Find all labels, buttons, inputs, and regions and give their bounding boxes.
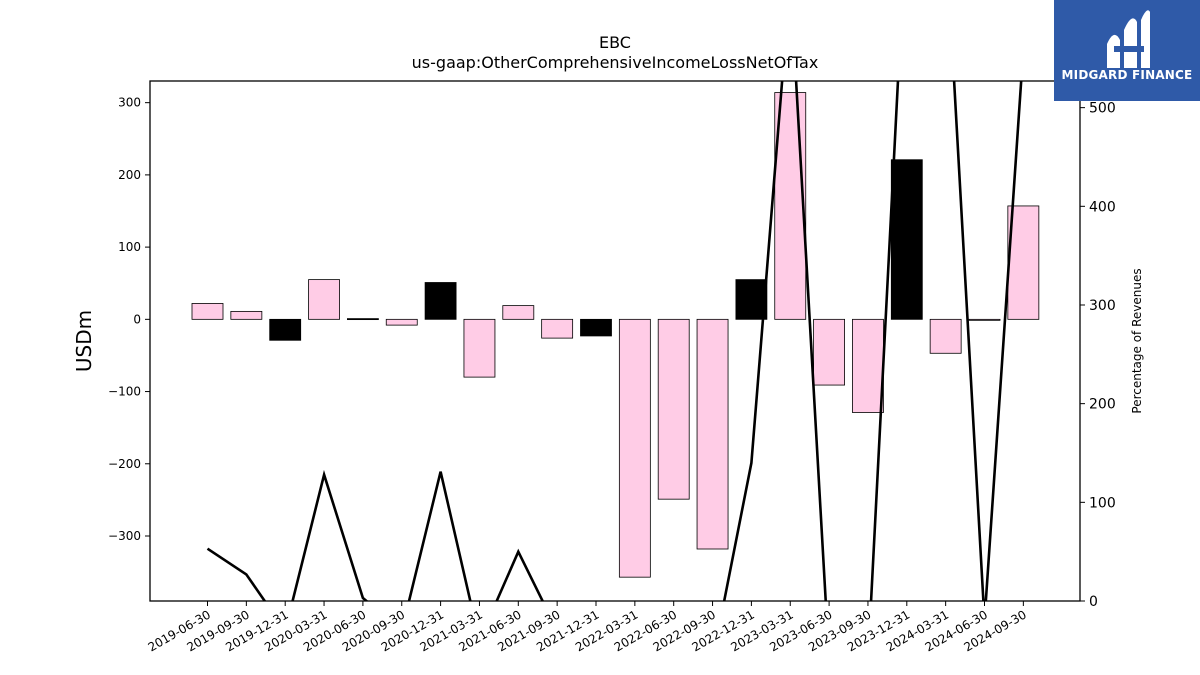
right-tick-label: 500 <box>1089 101 1116 117</box>
revenue-percentage-line-layer <box>206 81 1023 601</box>
bar-2019-06-30 <box>191 303 224 320</box>
bar-2021-03-31 <box>463 318 496 378</box>
right-tick-label: 100 <box>1089 495 1116 511</box>
chart-title: EBC <box>599 33 631 52</box>
left-tick-label: 300 <box>118 96 141 110</box>
bar-2021-06-30 <box>502 305 535 320</box>
right-tick-label: 0 <box>1089 594 1098 610</box>
bar-2024-03-31 <box>929 318 962 354</box>
plot-frame <box>149 80 1081 602</box>
bar-2023-09-30 <box>852 318 884 413</box>
right-tick-label: 300 <box>1089 298 1116 314</box>
left-tick-label: 100 <box>118 240 141 254</box>
right-tick-label: 400 <box>1089 199 1116 215</box>
y-axis-label: USDm <box>72 310 96 372</box>
bar-2020-03-31 <box>308 279 340 320</box>
bar-2020-06-30 <box>346 318 379 321</box>
bar-2022-06-30 <box>657 318 690 500</box>
midgard-logo-icon <box>1107 10 1150 68</box>
midgard-finance-logo: MIDGARD FINANCE <box>1054 0 1200 101</box>
bar-2019-12-31 <box>269 318 302 341</box>
chart-subtitle: us-gaap:OtherComprehensiveIncomeLossNetO… <box>411 53 819 72</box>
bar-2024-09-30 <box>1007 205 1040 320</box>
bar-2023-06-30 <box>813 318 845 386</box>
bar-group <box>191 92 1040 578</box>
logo-text: MIDGARD FINANCE <box>1061 68 1193 82</box>
bar-2023-03-31 <box>774 92 807 320</box>
left-axis: −300 −200 −100 0 100 200 300 <box>108 96 150 543</box>
left-tick-label: −300 <box>108 529 141 543</box>
bar-2021-09-30 <box>541 318 574 339</box>
bar-2021-12-31 <box>580 318 612 337</box>
bar-2019-09-30 <box>230 310 263 320</box>
bar-2023-12-31 <box>890 159 923 320</box>
bar-2024-06-30 <box>968 318 1001 321</box>
left-tick-label: −100 <box>108 385 141 399</box>
bar-2020-09-30 <box>385 318 418 326</box>
x-axis: 2019-06-302019-09-302019-12-312020-03-31… <box>146 601 1029 654</box>
right-axis: 0 100 200 300 400 500 <box>1080 101 1116 610</box>
revenue-percentage-line <box>206 81 1023 601</box>
secondary-y-axis-label: Percentage of Revenues <box>1130 268 1144 413</box>
left-tick-label: −200 <box>108 457 141 471</box>
bar-2022-03-31 <box>618 318 651 578</box>
left-tick-label: 200 <box>118 168 141 182</box>
left-tick-label: 0 <box>133 312 141 326</box>
right-tick-label: 200 <box>1089 397 1116 413</box>
bar-2022-12-31 <box>735 279 768 320</box>
bar-2020-12-31 <box>424 282 457 320</box>
bar-2022-09-30 <box>696 318 729 550</box>
